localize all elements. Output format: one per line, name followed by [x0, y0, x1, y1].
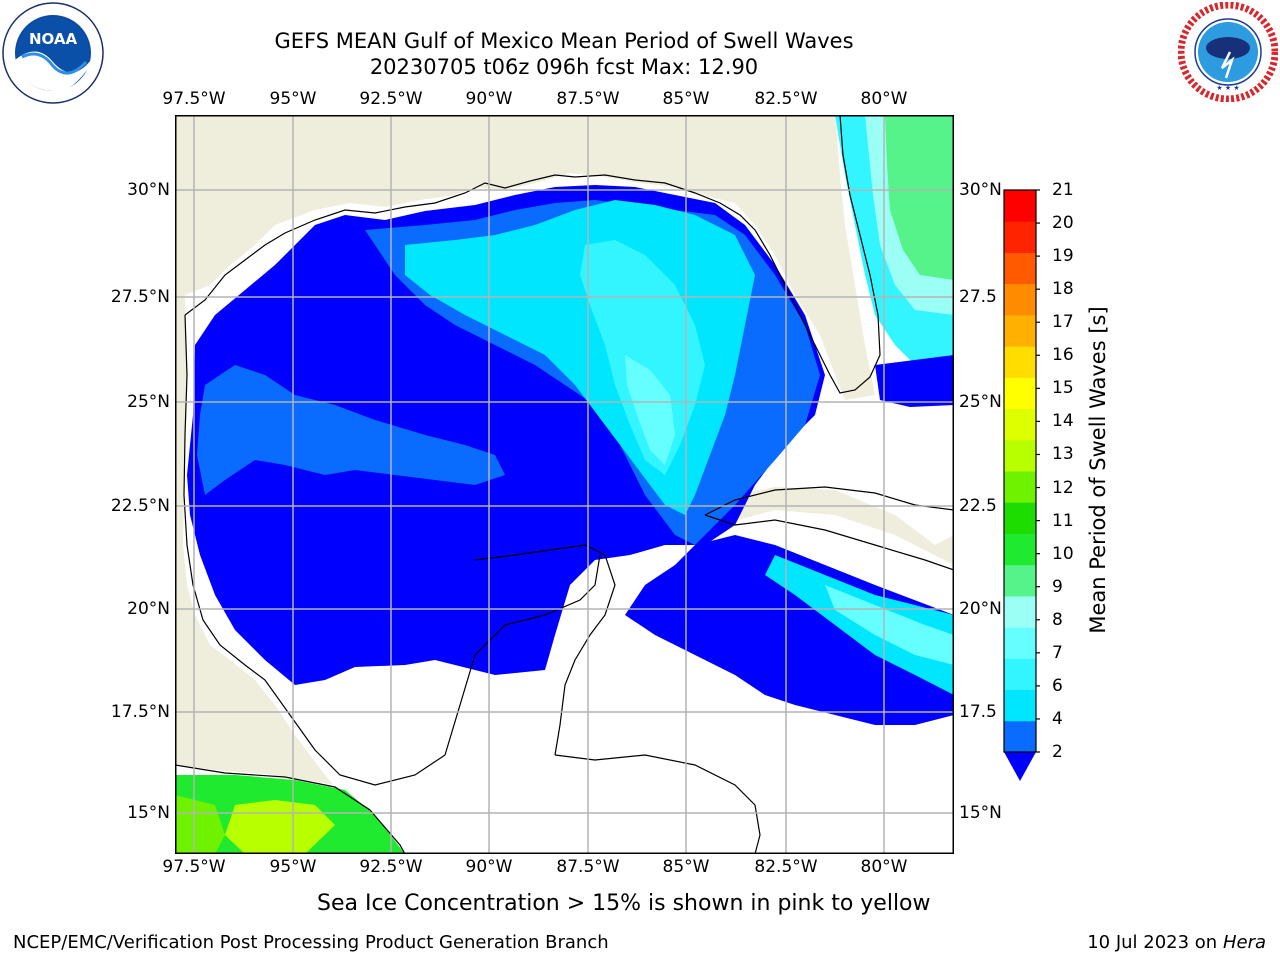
field-green-atlantic — [885, 115, 954, 280]
field-light-cyan — [580, 240, 705, 475]
colorbar-tick-label: 15 — [1052, 378, 1074, 399]
map-border — [175, 115, 954, 854]
lon-tick-bottom: 92.5°W — [359, 857, 423, 877]
colorbar-segment — [1004, 533, 1036, 566]
lat-tick-left: 27.5°N — [110, 287, 170, 307]
colorbar-segment — [1004, 190, 1036, 222]
sea-ice-note: Sea Ice Concentration > 15% is shown in … — [317, 891, 931, 916]
lon-tick-top: 97.5°W — [162, 89, 226, 109]
noaa-logo-text: NOAA — [29, 30, 78, 48]
colorbar-label: Mean Period of Swell Waves [s] — [1086, 306, 1110, 634]
colorbar-border — [1003, 189, 1037, 753]
lat-tick-left: 22.5°N — [110, 496, 170, 516]
footer-host: Hera — [1222, 932, 1266, 953]
colorbar-tick-label: 6 — [1052, 675, 1063, 696]
lon-tick-top: 87.5°W — [556, 89, 620, 109]
colorbar-tick-label: 17 — [1052, 312, 1074, 333]
colorbar-segment — [1004, 564, 1036, 597]
colorbar-tick-label: 21 — [1052, 180, 1074, 200]
field-light-cyan-caribbean — [825, 585, 954, 665]
colorbar-tick-label: 16 — [1052, 345, 1074, 366]
colorbar-segment — [1004, 720, 1036, 753]
lon-tick-top: 82.5°W — [754, 89, 818, 109]
lat-tick-left: 20°N — [127, 599, 170, 619]
field-lime-pacific — [175, 795, 225, 854]
lon-tick-bottom: 82.5°W — [754, 857, 818, 877]
lon-tick-bottom: 87.5°W — [556, 857, 620, 877]
colorbar-tick-label: 13 — [1052, 444, 1074, 465]
lat-tick-right: 22.5 — [959, 496, 997, 516]
coastline-mexico — [183, 314, 601, 786]
coastline-pacific — [175, 764, 406, 854]
colorbar — [1003, 189, 1040, 781]
lon-tick-bottom: 80°W — [860, 857, 908, 877]
lat-tick-left: 25°N — [127, 392, 170, 412]
field-deep-blue-caribbean — [625, 535, 954, 725]
noaa-logo: NOAA — [2, 2, 104, 104]
lat-tick-left: 30°N — [127, 180, 170, 200]
colorbar-segment — [1004, 595, 1036, 628]
lon-tick-top: 92.5°W — [359, 89, 423, 109]
lat-tick-right: 15°N — [959, 803, 1002, 823]
colorbar-segment — [1004, 346, 1036, 378]
lat-tick-left: 15°N — [127, 803, 170, 823]
colorbar-tick-label: 20 — [1052, 213, 1074, 234]
colorbar-segment — [1004, 502, 1036, 534]
colorbar-tick-label: 8 — [1052, 609, 1063, 630]
lat-tick-left: 17.5°N — [110, 702, 170, 722]
svg-text:★ ★ ★: ★ ★ ★ — [1216, 84, 1239, 92]
nws-logo: ★ ★ ★ — [1178, 2, 1278, 102]
map-panel — [175, 115, 954, 854]
lon-tick-top: 95°W — [269, 89, 317, 109]
chart-title: GEFS MEAN Gulf of Mexico Mean Period of … — [274, 29, 854, 53]
footer-right: 10 Jul 2023 on Hera — [1087, 932, 1266, 954]
lon-tick-top: 85°W — [662, 89, 710, 109]
coastline-gulf — [184, 115, 881, 394]
lon-tick-bottom: 85°W — [662, 857, 710, 877]
colorbar-segment — [1004, 471, 1036, 503]
colorbar-segment — [1004, 377, 1036, 410]
colorbar-segment — [1004, 408, 1036, 441]
coastline-cuba — [704, 486, 954, 571]
field-pale-cyan — [625, 355, 675, 465]
colorbar-segment — [1004, 627, 1036, 659]
colorbar-under-triangle — [1004, 752, 1036, 781]
colorbar-tick-label: 9 — [1052, 576, 1063, 597]
chart-subtitle: 20230705 t06z 096h fcst Max: 12.90 — [369, 55, 759, 79]
gridlines — [175, 115, 954, 854]
footer-left: NCEP/EMC/Verification Post Processing Pr… — [13, 932, 609, 953]
colorbar-segment — [1004, 283, 1036, 316]
colorbar-tick-label: 14 — [1052, 411, 1074, 432]
lon-tick-top: 90°W — [465, 89, 513, 109]
colorbar-segment — [1004, 252, 1036, 285]
colorbar-tick-label: 18 — [1052, 279, 1074, 300]
colorbar-tick-label: 4 — [1052, 708, 1063, 729]
lon-tick-bottom: 90°W — [465, 857, 513, 877]
colorbar-segment — [1004, 314, 1036, 347]
colorbar-segment — [1004, 658, 1036, 691]
colorbar-tick-label: 7 — [1052, 642, 1063, 663]
lat-tick-right: 17.5 — [959, 702, 997, 722]
field-blue-atlantic-south — [875, 355, 954, 407]
footer-date: 10 Jul 2023 on — [1087, 932, 1223, 953]
colorbar-tick-label: 19 — [1052, 246, 1074, 267]
lat-tick-right: 25°N — [959, 392, 1002, 412]
colorbar-segment — [1004, 439, 1036, 472]
lat-tick-right: 27.5 — [959, 287, 997, 307]
coastline-central-america — [554, 754, 761, 854]
coastline-yucatan — [474, 544, 616, 756]
colorbar-tick-label: 11 — [1052, 510, 1074, 531]
colorbar-tick-label: 10 — [1052, 543, 1074, 564]
lat-tick-right: 20°N — [959, 599, 1002, 619]
lon-tick-bottom: 95°W — [269, 857, 317, 877]
colorbar-segment — [1004, 221, 1036, 253]
lat-tick-right: 30°N — [959, 180, 1002, 200]
field-medium-blue-west — [197, 365, 505, 495]
colorbar-tick-label: 12 — [1052, 477, 1074, 498]
colorbar-segment — [1004, 689, 1036, 722]
lon-tick-top: 80°W — [860, 89, 908, 109]
colorbar-tick-label: 2 — [1052, 742, 1063, 762]
lon-tick-bottom: 97.5°W — [162, 857, 226, 877]
